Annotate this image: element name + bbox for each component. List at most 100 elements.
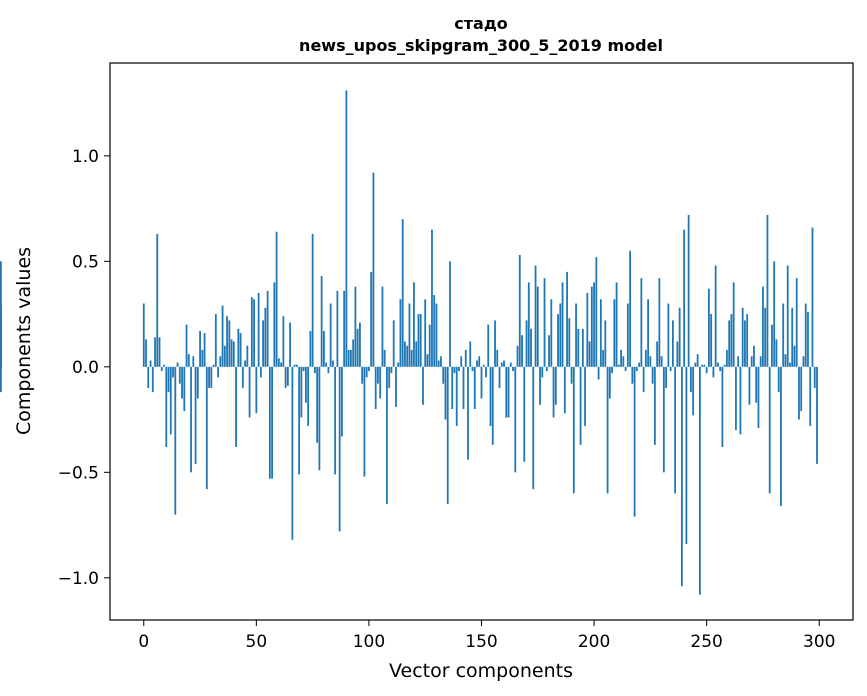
bar — [649, 356, 652, 367]
bar — [248, 366, 251, 418]
bar — [226, 316, 228, 367]
bar — [602, 349, 604, 367]
bar — [680, 366, 683, 587]
bar — [322, 330, 325, 367]
bar — [286, 366, 289, 386]
bar — [327, 366, 330, 374]
bar — [239, 333, 242, 367]
bar — [442, 366, 445, 384]
bar — [701, 364, 704, 367]
bar — [142, 303, 145, 367]
bar — [755, 366, 758, 403]
y-tick-label: −1.0 — [58, 569, 99, 589]
bar — [217, 366, 219, 378]
bar — [264, 307, 267, 367]
chart-subtitle: news_upos_skipgram_300_5_2019 model — [299, 36, 663, 55]
bar — [372, 172, 375, 367]
bar — [210, 366, 213, 388]
bar — [653, 366, 656, 445]
bar — [746, 314, 749, 367]
bar — [482, 364, 485, 367]
bar — [559, 303, 562, 367]
bar — [406, 345, 409, 367]
bar — [804, 303, 807, 367]
bar — [336, 290, 339, 367]
bar — [789, 362, 791, 367]
bar — [268, 366, 271, 479]
bar — [431, 229, 433, 367]
bar — [388, 366, 391, 388]
bar — [521, 335, 523, 367]
y-tick-label: 0.5 — [72, 252, 99, 272]
bar — [671, 320, 674, 367]
bar — [370, 271, 373, 367]
bar — [334, 366, 337, 475]
bar — [214, 314, 217, 367]
bar — [259, 366, 262, 378]
bar — [584, 366, 586, 426]
bar — [422, 366, 424, 405]
bar — [780, 366, 782, 507]
bar — [401, 219, 404, 367]
bar — [149, 360, 152, 367]
bar — [543, 278, 546, 367]
bar — [235, 366, 237, 447]
bar — [539, 366, 541, 405]
bar — [807, 311, 809, 367]
bar — [737, 356, 740, 367]
bar — [554, 366, 557, 405]
bar — [163, 364, 165, 367]
bar — [676, 341, 679, 367]
bar — [816, 366, 818, 464]
bar — [232, 341, 235, 367]
bar — [300, 366, 303, 418]
bar — [390, 366, 393, 374]
bar — [271, 366, 274, 479]
bar — [730, 314, 733, 367]
bar — [496, 349, 499, 367]
x-tick-label: 100 — [353, 632, 385, 652]
bar — [633, 366, 636, 517]
bar — [359, 322, 361, 367]
bar — [262, 320, 264, 367]
bar — [471, 366, 474, 372]
bar — [345, 90, 348, 367]
bar — [343, 290, 346, 367]
bar — [809, 366, 812, 426]
bar — [244, 360, 246, 367]
bar — [593, 282, 595, 367]
bar — [683, 229, 686, 367]
bar — [563, 366, 566, 414]
bar — [190, 366, 192, 473]
bar — [223, 345, 226, 367]
bar — [399, 299, 402, 367]
bar — [638, 362, 641, 367]
bar — [201, 349, 204, 367]
bar — [476, 360, 478, 367]
bar — [793, 345, 796, 367]
bar — [417, 314, 420, 367]
bar — [516, 345, 519, 367]
bar — [712, 366, 715, 378]
bar — [732, 282, 735, 367]
x-axis-label: Vector components — [389, 660, 573, 682]
bar — [467, 366, 469, 460]
bar — [795, 278, 798, 367]
bar — [455, 366, 458, 426]
bar — [413, 282, 415, 367]
bar — [313, 366, 316, 374]
bar — [606, 366, 609, 494]
x-tick-label: 250 — [690, 632, 722, 652]
bar — [791, 307, 794, 367]
y-axis-ticks: −1.0 −0.5 0.0 0.5 1.0 — [58, 147, 110, 589]
bar — [325, 362, 328, 367]
bar — [437, 360, 440, 367]
bar — [699, 366, 701, 595]
y-axis-label: Components values — [13, 247, 35, 435]
bar — [514, 366, 517, 473]
bar — [710, 314, 713, 367]
bar — [487, 324, 490, 367]
bar — [530, 328, 532, 367]
bar — [802, 356, 805, 367]
bar — [557, 314, 559, 367]
